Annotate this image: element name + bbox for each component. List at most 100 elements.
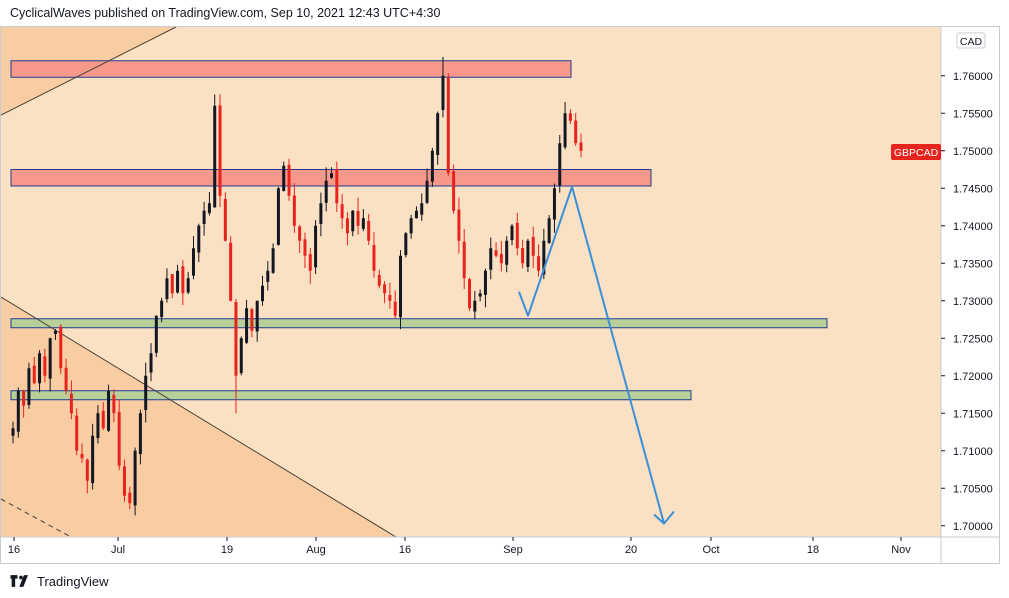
candle: [468, 277, 472, 312]
y-tick-label: 1.71000: [953, 446, 993, 458]
candle: [515, 212, 519, 256]
candle: [303, 232, 307, 268]
candle: [319, 192, 323, 237]
candle: [138, 409, 142, 465]
candle: [48, 337, 52, 392]
candle: [505, 236, 509, 273]
candle: [107, 384, 111, 432]
candle: [27, 362, 31, 409]
candle: [558, 134, 562, 193]
candle: [404, 232, 408, 258]
candle: [292, 183, 296, 233]
candle: [75, 408, 79, 456]
candle: [521, 239, 525, 269]
candle: [579, 133, 583, 158]
candle: [547, 214, 551, 244]
tradingview-logo-icon: [10, 575, 28, 587]
candle: [245, 299, 249, 344]
candle: [430, 147, 434, 187]
symbol-badge[interactable]: GBPCAD: [891, 144, 941, 160]
candle: [377, 269, 381, 289]
candle: [96, 405, 100, 444]
resistance-zone[interactable]: [10, 60, 572, 78]
y-tick-label: 1.73500: [953, 258, 993, 270]
x-tick-label: Aug: [306, 544, 326, 556]
chart-canvas[interactable]: 1.70000 1.70500 1.71000 1.71500 1.72000 1.725…: [1, 27, 999, 563]
candle: [271, 243, 275, 274]
y-tick-label: 1.73000: [953, 296, 993, 308]
x-tick-label: 20: [625, 544, 637, 556]
y-tick-label: 1.72500: [953, 333, 993, 345]
projection-path[interactable]: [518, 185, 665, 524]
candle: [197, 223, 201, 263]
candle: [53, 329, 57, 341]
x-tick-label: 16: [8, 544, 20, 556]
lower-trendline[interactable]: [1, 296, 397, 537]
x-tick-label: Oct: [702, 544, 719, 556]
candle: [388, 282, 392, 309]
support-zone[interactable]: [10, 390, 692, 401]
candle: [478, 289, 482, 302]
candle: [574, 112, 578, 147]
x-tick-label: 16: [399, 544, 411, 556]
candle: [181, 260, 185, 306]
x-tick-label: Nov: [891, 544, 911, 556]
candle: [276, 187, 280, 246]
candle: [308, 247, 312, 284]
candle: [266, 261, 270, 291]
candle: [340, 194, 344, 229]
candle: [314, 220, 318, 274]
candle: [170, 274, 174, 299]
candle: [260, 275, 264, 306]
candle: [91, 423, 95, 490]
candle: [223, 192, 227, 242]
candle: [176, 264, 180, 294]
candle: [16, 387, 20, 438]
candle: [144, 362, 148, 423]
candle: [420, 193, 424, 221]
x-tick-label: 19: [221, 544, 233, 556]
candle: [436, 111, 440, 165]
y-tick-label: 1.74000: [953, 221, 993, 233]
candle: [154, 315, 158, 358]
support-zone[interactable]: [10, 318, 828, 329]
candle: [372, 232, 376, 278]
x-tick-label: Sep: [503, 544, 523, 556]
candle: [11, 421, 15, 444]
candle: [213, 94, 217, 208]
candle: [80, 443, 84, 463]
candle: [229, 236, 233, 302]
candle: [537, 244, 541, 277]
upper-trendline[interactable]: [1, 27, 177, 116]
candle: [409, 214, 413, 239]
candle: [361, 209, 365, 232]
candle: [345, 212, 349, 246]
currency-label: CAD: [956, 32, 986, 49]
y-tick-label: 1.70000: [953, 521, 993, 533]
candle: [425, 168, 429, 205]
y-tick-label: 1.74500: [953, 183, 993, 195]
candle: [494, 242, 498, 258]
candle: [483, 268, 487, 308]
candle: [38, 350, 42, 393]
candle: [165, 268, 169, 303]
candle: [330, 167, 334, 179]
candle: [393, 290, 397, 319]
chart-frame[interactable]: 1.70000 1.70500 1.71000 1.71500 1.72000 1.725…: [0, 26, 1000, 564]
candle: [239, 336, 243, 376]
candle: [473, 290, 477, 320]
footer-brand[interactable]: TradingView: [10, 571, 109, 591]
publish-info: CyclicalWaves published on TradingView.c…: [10, 6, 441, 20]
candle: [282, 161, 286, 192]
candle: [324, 167, 328, 212]
candle: [531, 226, 535, 269]
x-tick-label: Jul: [111, 544, 125, 556]
candle: [122, 459, 126, 502]
candle: [85, 458, 89, 494]
dashed-trendline[interactable]: [1, 498, 72, 537]
candle: [552, 183, 556, 233]
candle: [489, 237, 493, 280]
candle: [117, 399, 121, 471]
candle: [43, 348, 47, 383]
candle: [202, 201, 206, 236]
